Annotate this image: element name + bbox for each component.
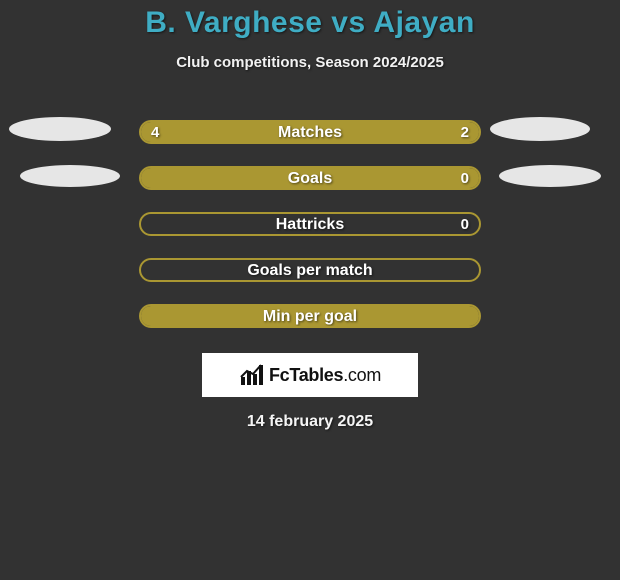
stat-row: Goals per match xyxy=(0,247,620,293)
stat-rows: 42Matches 0Goals 0Hattricks Goals per match… xyxy=(0,109,620,339)
stat-label: Matches xyxy=(141,122,479,142)
stat-row: 42Matches xyxy=(0,109,620,155)
chart-icon xyxy=(239,363,265,387)
date-text: 14 february 2025 xyxy=(0,413,620,431)
stat-row: 0Hattricks xyxy=(0,201,620,247)
brand-text: FcTables.com xyxy=(269,365,381,386)
player-right-marker xyxy=(499,165,601,187)
stat-bar: 0Hattricks xyxy=(139,212,481,236)
stat-bar: 0Goals xyxy=(139,166,481,190)
stat-bar: Min per goal xyxy=(139,304,481,328)
brand-logo: FcTables.com xyxy=(202,353,418,397)
player-left-marker xyxy=(9,117,111,141)
stat-bar: Goals per match xyxy=(139,258,481,282)
stat-row: 0Goals xyxy=(0,155,620,201)
brand-suffix: .com xyxy=(343,365,381,385)
player-left-marker xyxy=(20,165,120,187)
stat-label: Goals xyxy=(141,168,479,188)
stat-label: Hattricks xyxy=(141,214,479,234)
page-subtitle: Club competitions, Season 2024/2025 xyxy=(0,54,620,71)
player-right-marker xyxy=(490,117,590,141)
stat-label: Min per goal xyxy=(141,306,479,326)
page-title: B. Varghese vs Ajayan xyxy=(0,6,620,40)
stat-bar: 42Matches xyxy=(139,120,481,144)
comparison-infographic: B. Varghese vs Ajayan Club competitions,… xyxy=(0,0,620,431)
stat-row: Min per goal xyxy=(0,293,620,339)
brand-main: FcTables xyxy=(269,365,343,385)
stat-label: Goals per match xyxy=(141,260,479,280)
